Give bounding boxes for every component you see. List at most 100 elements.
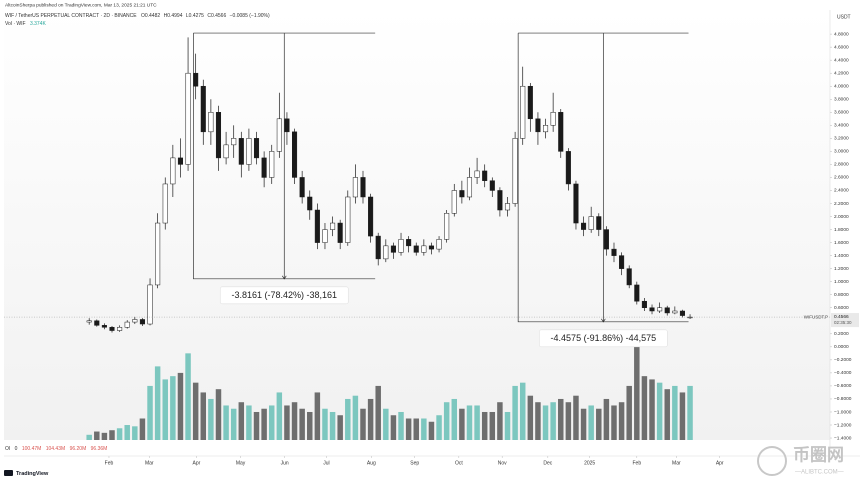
y-tick-label: 1.0000: [834, 279, 849, 285]
x-tick-label: 2025: [584, 460, 595, 466]
x-tick-label: Mar: [145, 460, 154, 466]
volume-bar: [687, 385, 693, 440]
ohlc: C0.4566: [207, 13, 226, 19]
volume-bar: [443, 402, 450, 440]
candle-body: [352, 177, 358, 198]
candle-body: [573, 183, 579, 224]
y-tick-label: 4.8000: [834, 31, 849, 37]
candle-body: [155, 222, 161, 286]
volume-bar: [109, 430, 115, 440]
x-tick-label: Jul: [323, 460, 329, 466]
measure-arrowhead: [281, 275, 287, 280]
y-tick-label: 3.8000: [834, 97, 849, 103]
candle-body: [459, 190, 465, 198]
candle-body: [527, 85, 533, 120]
volume-bar: [132, 426, 138, 440]
volume-bar: [405, 418, 412, 440]
candle-body: [223, 144, 229, 159]
volume-bar: [147, 385, 153, 440]
volume-bar: [94, 431, 100, 440]
volume-bar: [679, 392, 686, 440]
footer: OI 0 100.47M 104.43M 96.20M 96.36M: [5, 446, 107, 452]
volume-bar: [86, 434, 92, 440]
candle-body: [512, 138, 518, 204]
candle-body: [383, 245, 389, 260]
x-tick-label: May: [236, 460, 246, 466]
volume-bar: [656, 382, 663, 440]
plot-area: [4, 10, 830, 440]
candle-body: [421, 245, 427, 253]
volume-bar: [573, 395, 579, 440]
change: −0.0085 (−1.90%): [230, 13, 270, 19]
candle-body: [466, 177, 473, 198]
candle-body: [307, 196, 313, 211]
candle-body: [269, 151, 275, 178]
measure-label-text: -4.4575 (-91.86%) -44,575: [551, 333, 657, 343]
volume-bar: [352, 395, 359, 440]
volume-bar: [451, 398, 458, 440]
last-price-box: [831, 313, 859, 328]
candle-body: [246, 138, 252, 165]
logo[interactable]: TradingView: [16, 471, 49, 477]
candle-body: [672, 310, 678, 314]
candle-body: [208, 112, 214, 133]
candle-body: [619, 255, 625, 269]
y-tick-label: 3.4000: [834, 123, 849, 129]
volume-bar: [527, 395, 534, 440]
candle-body: [649, 307, 655, 312]
y-tick-label: 2.8000: [834, 162, 849, 168]
candle-body: [634, 284, 640, 302]
volume-bar: [314, 392, 321, 440]
y-tick-label: 2.6000: [834, 175, 849, 181]
y-tick-label: 0.8000: [834, 292, 849, 298]
volume-bar: [200, 392, 207, 440]
volume-bar: [649, 379, 655, 440]
volume-bar: [375, 385, 381, 440]
volume-bar: [618, 402, 625, 440]
volume-bar: [596, 408, 602, 440]
candle-body: [611, 248, 617, 256]
countdown: 02:35:30: [834, 320, 852, 325]
volume-bar: [101, 432, 108, 440]
x-tick-label: Mar: [672, 460, 681, 466]
candle-body: [641, 300, 647, 308]
candle-body: [497, 190, 503, 211]
volume-bar: [215, 389, 222, 440]
candle-body: [436, 239, 442, 250]
candle-body: [231, 138, 237, 146]
candle-body: [413, 245, 419, 253]
candle-body: [520, 85, 526, 139]
candle-body: [238, 138, 244, 165]
candle-body: [170, 157, 176, 185]
x-tick-label: Nov: [498, 460, 507, 466]
candle-body: [565, 151, 571, 185]
candle-body: [253, 138, 260, 159]
y-tick-label: 0.0000: [834, 344, 849, 350]
volume-bar: [276, 392, 283, 440]
footer-item: OI: [5, 446, 10, 452]
volume-bar: [558, 398, 564, 440]
volume-bar: [497, 402, 503, 440]
x-tick-label: Dec: [543, 460, 552, 466]
candle-body: [147, 284, 153, 325]
y-tick-label: −1.4000: [834, 435, 852, 441]
candle-body: [543, 125, 549, 133]
logo-icon: [4, 470, 13, 476]
y-tick-label: 3.2000: [834, 136, 849, 142]
volume-bar: [139, 418, 146, 440]
volume-bar: [481, 411, 488, 440]
candle-body: [261, 157, 267, 178]
candle-body: [139, 319, 145, 325]
candle-body: [193, 72, 199, 87]
y-tick-label: −0.8000: [834, 396, 852, 402]
candle-body: [474, 170, 480, 178]
volume-bar: [253, 411, 260, 440]
volume-bar: [284, 405, 290, 440]
volume-bar: [459, 408, 465, 440]
currency: USDT: [837, 14, 851, 20]
x-tick-label: Jun: [281, 460, 289, 466]
candle-body: [679, 310, 685, 316]
candle-body: [550, 112, 556, 126]
volume-bar: [542, 405, 549, 440]
